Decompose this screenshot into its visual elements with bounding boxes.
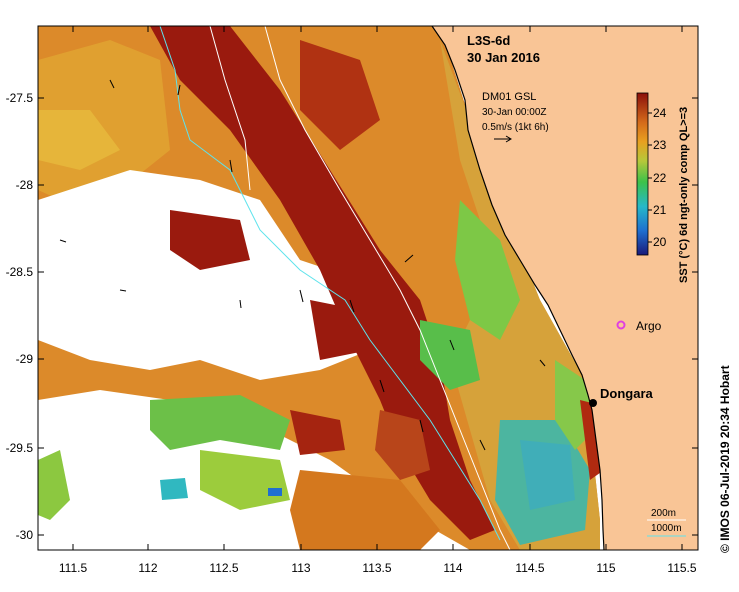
x-tick-label: 115	[596, 561, 615, 575]
map-area: Argo Dongara L3S-6d 30 Jan 2016 DM01 GSL…	[38, 26, 698, 550]
current-scale: 0.5m/s (1kt 6h)	[482, 122, 549, 133]
current-scale-arrowhead	[505, 135, 512, 143]
current-time: 30-Jan 00:00Z	[482, 107, 547, 118]
sst-field	[38, 26, 604, 550]
colorbar-tick-label: 22	[653, 171, 667, 185]
x-tick-label: 112.5	[209, 561, 238, 575]
colorbar-tick-label: 24	[653, 106, 667, 120]
x-tick-label: 115.5	[667, 561, 696, 575]
date-title: 30 Jan 2016	[467, 50, 540, 65]
y-tick-label: -30	[16, 528, 34, 542]
contour-200m-label: 200m	[651, 508, 676, 519]
product-title: L3S-6d	[467, 33, 510, 48]
x-tick-label: 111.5	[59, 561, 88, 575]
y-tick-label: -29	[16, 352, 34, 366]
x-tick-label: 113.5	[362, 561, 391, 575]
colorbar-tick-label: 21	[653, 203, 667, 217]
y-tick-label: -28.5	[6, 265, 34, 279]
dongara-label: Dongara	[600, 386, 654, 401]
argo-marker[interactable]	[616, 320, 626, 330]
current-vectors	[59, 79, 546, 451]
contour-1000m	[159, 26, 501, 541]
colorbar	[636, 92, 649, 256]
plot-frame	[37, 25, 699, 551]
contour-extra	[209, 26, 251, 191]
contour-1000m-label: 1000m	[651, 523, 682, 534]
colorbar-tick-label: 23	[653, 138, 667, 152]
y-tick-label: -27.5	[6, 91, 34, 105]
colorbar-ticks: 24 23 22 21 20	[648, 106, 667, 249]
land-mass	[432, 26, 698, 550]
argo-label: Argo	[636, 319, 662, 333]
y-axis: -27.5 -28 -28.5 -29 -29.5 -30	[6, 91, 698, 542]
colorbar-tick-label: 20	[653, 235, 667, 249]
dongara-marker[interactable]	[589, 399, 597, 407]
x-tick-label: 113	[291, 561, 310, 575]
credit-text: © IMOS 06-Jul-2019 20:34 Hobart	[718, 365, 732, 553]
x-axis: 111.5 112 112.5 113 113.5 114 114.5 115 …	[59, 26, 697, 575]
x-tick-label: 112	[138, 561, 157, 575]
x-tick-label: 114	[443, 561, 462, 575]
coastline	[431, 26, 605, 550]
y-tick-label: -28	[16, 178, 34, 192]
current-source: DM01 GSL	[482, 91, 536, 103]
contour-200m	[264, 26, 511, 550]
colorbar-label: SST (°C) 6d ngt-only comp QL>=3	[678, 107, 690, 283]
y-tick-label: -29.5	[6, 441, 34, 455]
x-tick-label: 114.5	[515, 561, 544, 575]
